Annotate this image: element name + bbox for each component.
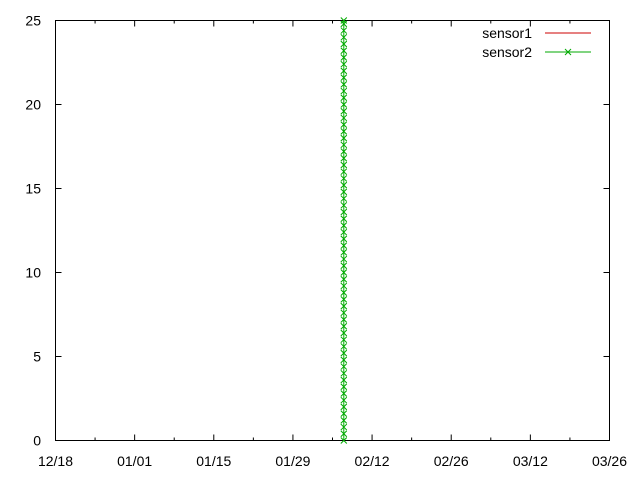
legend: sensor1 sensor2 bbox=[482, 25, 591, 60]
data-point bbox=[340, 269, 348, 276]
data-point bbox=[340, 329, 348, 337]
data-point bbox=[340, 40, 348, 48]
x-tick-label: 12/18 bbox=[38, 453, 73, 469]
data-point bbox=[340, 168, 348, 176]
data-point bbox=[340, 161, 348, 169]
data-point bbox=[340, 390, 348, 397]
data-point bbox=[340, 376, 348, 384]
data-point bbox=[340, 349, 348, 357]
data-point bbox=[340, 128, 348, 135]
data-point bbox=[340, 148, 348, 155]
y-tick-label: 5 bbox=[33, 349, 41, 365]
data-point bbox=[340, 369, 348, 377]
data-point bbox=[340, 403, 348, 411]
x-tick-label: 03/26 bbox=[592, 453, 627, 469]
data-point bbox=[340, 208, 348, 216]
data-point bbox=[340, 228, 348, 236]
data-point bbox=[340, 309, 348, 317]
data-point bbox=[340, 215, 348, 223]
data-point bbox=[340, 289, 348, 297]
data-point bbox=[340, 175, 348, 182]
data-point bbox=[340, 222, 348, 229]
data-point bbox=[340, 80, 348, 88]
data-point bbox=[340, 154, 348, 162]
plot-frame bbox=[55, 20, 610, 441]
data-point bbox=[340, 87, 348, 95]
x-tick-label: 03/12 bbox=[513, 453, 548, 469]
data-point bbox=[340, 416, 348, 424]
data-point bbox=[340, 33, 348, 41]
legend-label-sensor1: sensor1 bbox=[482, 25, 532, 41]
data-point bbox=[340, 74, 348, 81]
data-point bbox=[340, 248, 348, 256]
data-point bbox=[340, 195, 348, 202]
x-tick-label: 01/29 bbox=[275, 453, 310, 469]
data-point bbox=[340, 201, 348, 209]
x-axis: 12/18 01/01 01/15 01/29 02/12 02/26 03/12 03/26 bbox=[38, 20, 627, 469]
data-point bbox=[340, 343, 348, 350]
data-point bbox=[340, 296, 348, 303]
y-tick-label: 0 bbox=[33, 433, 41, 449]
data-point bbox=[340, 430, 348, 438]
x-tick-label: 01/01 bbox=[117, 453, 152, 469]
data-point bbox=[340, 423, 348, 431]
data-point bbox=[340, 282, 348, 290]
data-point bbox=[340, 107, 348, 115]
data-point bbox=[340, 114, 348, 122]
legend-label-sensor2: sensor2 bbox=[482, 44, 532, 60]
data-point bbox=[340, 188, 348, 196]
data-point bbox=[340, 235, 348, 243]
data-point bbox=[340, 322, 348, 330]
data-point bbox=[340, 67, 348, 75]
x-tick-label: 02/26 bbox=[434, 453, 469, 469]
data-point bbox=[340, 410, 348, 417]
y-tick-label: 15 bbox=[25, 181, 41, 197]
y-tick-label: 10 bbox=[25, 265, 41, 281]
data-point bbox=[340, 54, 348, 61]
data-point bbox=[340, 141, 348, 149]
data-point bbox=[340, 47, 348, 55]
data-point bbox=[340, 94, 348, 102]
data-point bbox=[340, 255, 348, 263]
data-point bbox=[340, 181, 348, 189]
series-layer bbox=[340, 17, 348, 444]
data-point bbox=[340, 242, 348, 249]
y-axis: 0 5 10 15 20 25 bbox=[25, 13, 610, 449]
data-point bbox=[340, 121, 348, 129]
data-point bbox=[340, 27, 348, 34]
data-point bbox=[340, 396, 348, 404]
data-point bbox=[340, 316, 348, 323]
y-tick-label: 25 bbox=[25, 13, 41, 29]
x-tick-label: 01/15 bbox=[196, 453, 231, 469]
data-point bbox=[340, 383, 348, 391]
data-point bbox=[340, 302, 348, 310]
data-point bbox=[340, 17, 348, 24]
data-point bbox=[340, 275, 348, 283]
legend-marker-sensor2 bbox=[564, 48, 572, 56]
x-tick-label: 02/12 bbox=[355, 453, 390, 469]
data-point bbox=[340, 437, 348, 444]
data-point bbox=[340, 356, 348, 364]
data-point bbox=[340, 262, 348, 270]
data-point bbox=[340, 60, 348, 68]
data-point bbox=[340, 336, 348, 344]
y-tick-label: 20 bbox=[25, 97, 41, 113]
data-point bbox=[340, 101, 348, 108]
data-point bbox=[340, 363, 348, 370]
data-point bbox=[340, 134, 348, 142]
